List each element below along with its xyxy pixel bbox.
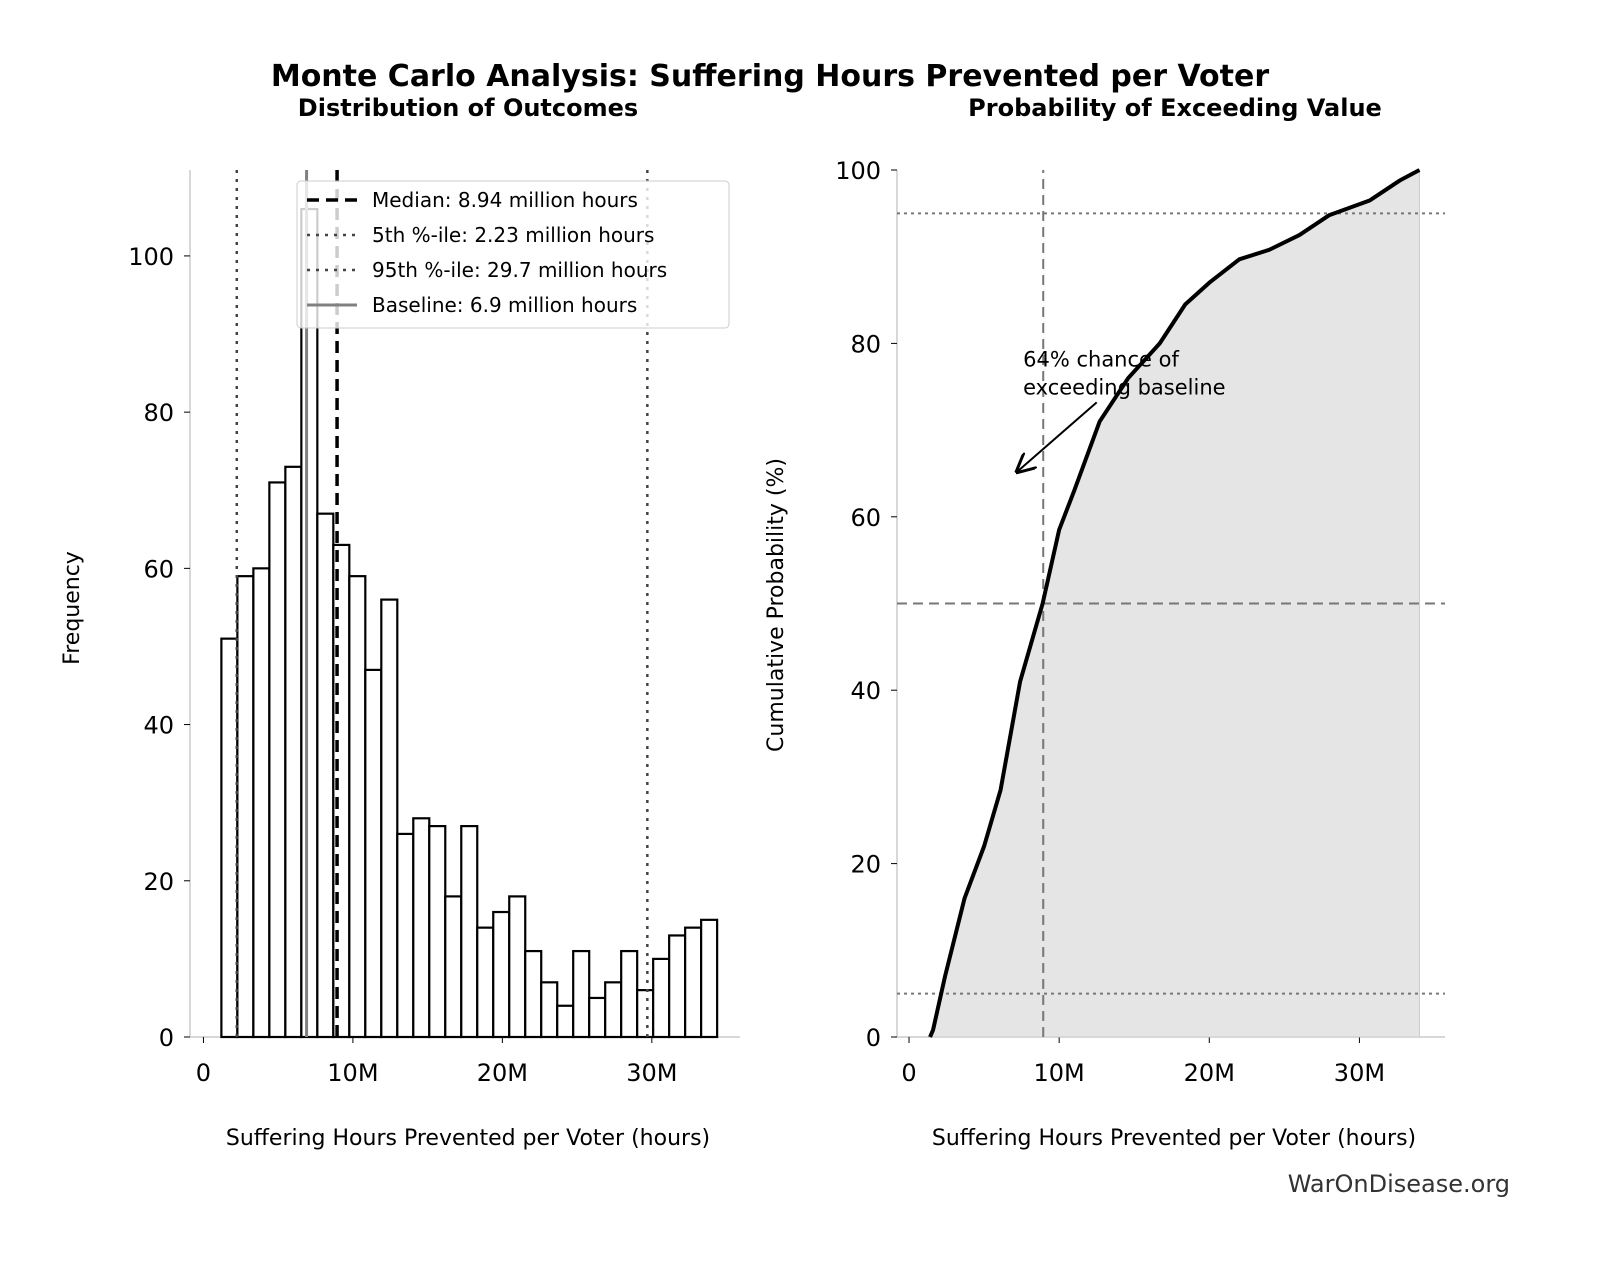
- y-tick-label: 20: [850, 851, 881, 879]
- x-tick-label: 10M: [327, 1059, 378, 1087]
- legend: Median: 8.94 million hours 5th %-ile: 2.2…: [296, 180, 730, 329]
- y-tick-label: 80: [850, 330, 881, 358]
- histogram-bar: [668, 934, 687, 1039]
- right-subtitle: Probability of Exceeding Value: [968, 94, 1382, 122]
- histogram-bar: [252, 567, 271, 1039]
- histogram-bar: [524, 949, 543, 1039]
- histogram-bar: [444, 895, 463, 1039]
- y-tick-label: 100: [128, 243, 174, 271]
- legend-label: Baseline: 6.9 million hours: [372, 293, 637, 317]
- y-tick-label: 0: [159, 1024, 174, 1052]
- annotation-text: exceeding baseline: [1023, 375, 1225, 399]
- x-tick-label: 30M: [626, 1059, 677, 1087]
- histogram-bar: [652, 957, 671, 1039]
- legend-label: 5th %-ile: 2.23 million hours: [372, 223, 654, 247]
- right-xlabel: Suffering Hours Prevented per Voter (hou…: [932, 1126, 1416, 1151]
- histogram-bar: [604, 981, 623, 1039]
- histogram-bar: [428, 825, 447, 1039]
- histogram-bar: [412, 817, 431, 1039]
- y-tick-label: 0: [866, 1024, 881, 1052]
- histogram-bar: [460, 825, 479, 1039]
- x-tick-label: 30M: [1334, 1059, 1385, 1087]
- histogram-bar: [380, 598, 399, 1039]
- histogram-bar: [636, 989, 655, 1039]
- histogram-panel: 0 10M 20M 30M 0 20 40 60 80 100 Median: 8.94 milli…: [128, 170, 740, 1087]
- histogram-bar: [540, 981, 559, 1039]
- annotation-arrow: [1017, 401, 1098, 471]
- histogram-bar: [620, 949, 639, 1039]
- x-tick-label: 0: [901, 1059, 916, 1087]
- y-tick-label: 100: [835, 157, 881, 185]
- left-subtitle: Distribution of Outcomes: [298, 94, 638, 122]
- histogram-bar: [300, 207, 319, 1039]
- legend-label: Median: 8.94 million hours: [372, 188, 638, 212]
- histogram-bar: [684, 926, 703, 1039]
- histogram-bar: [492, 910, 511, 1039]
- histogram-bar: [284, 465, 303, 1039]
- right-ylabel: Cumulative Probability (%): [764, 458, 789, 752]
- histogram-bar: [476, 926, 495, 1039]
- figure-title: Monte Carlo Analysis: Suffering Hours Pr…: [271, 59, 1270, 94]
- cdf-panel: 0 10M 20M 30M 0 20 40 60 80 100 64% chance of excee…: [835, 157, 1445, 1087]
- y-tick-label: 20: [143, 868, 174, 896]
- histogram-bar: [348, 575, 367, 1039]
- histogram-bar: [572, 949, 591, 1039]
- legend-box: [296, 180, 730, 329]
- histogram-bar: [700, 918, 719, 1039]
- histogram-bar: [364, 668, 383, 1039]
- y-tick-label: 80: [143, 399, 174, 427]
- y-tick-label: 40: [850, 677, 881, 705]
- watermark: WarOnDisease.org: [1288, 1170, 1510, 1198]
- y-tick-label: 60: [850, 504, 881, 532]
- x-tick-label: 20M: [477, 1059, 528, 1087]
- x-tick-label: 10M: [1034, 1059, 1085, 1087]
- histogram-bar: [316, 512, 335, 1039]
- histogram-bar: [236, 575, 255, 1039]
- histogram-bar: [556, 1004, 575, 1039]
- histogram-bar: [220, 637, 239, 1039]
- histogram-bar: [588, 996, 607, 1039]
- legend-label: 95th %-ile: 29.7 million hours: [372, 258, 667, 282]
- histogram-bar: [396, 832, 415, 1039]
- x-tick-label: 20M: [1184, 1059, 1235, 1087]
- histogram-bar: [268, 481, 287, 1039]
- histogram-bar: [508, 895, 527, 1039]
- cdf-line: [928, 168, 1421, 1038]
- x-tick-label: 0: [196, 1059, 211, 1087]
- left-xlabel: Suffering Hours Prevented per Voter (hou…: [226, 1126, 710, 1151]
- y-tick-label: 60: [143, 555, 174, 583]
- left-ylabel: Frequency: [60, 551, 85, 665]
- y-tick-label: 40: [143, 712, 174, 740]
- annotation-text: 64% chance of: [1023, 347, 1179, 371]
